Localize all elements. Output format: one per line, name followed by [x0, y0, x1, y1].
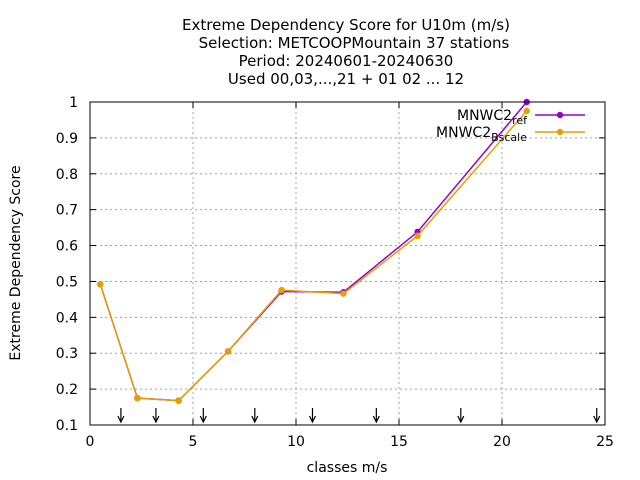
class-arrow	[308, 408, 317, 424]
series-point-1	[278, 286, 285, 294]
series-point-1	[414, 232, 421, 240]
series-point-1	[224, 348, 232, 355]
y-tick-label: 0.7	[56, 203, 78, 219]
x-tick-label: 20	[493, 434, 511, 450]
class-arrow	[372, 408, 380, 424]
class-arrow	[593, 408, 601, 424]
series-point-1	[175, 397, 182, 404]
series-line-0	[99, 101, 528, 402]
legend-label: MNWC2Bscale	[436, 125, 527, 144]
x-tick-label: 5	[189, 434, 198, 450]
y-axis-ticks: 0.1 0.2 0.3 0.4 0.5 0.6 0.7 0.8 0.9 1	[56, 95, 605, 434]
y-tick-label: 0.6	[56, 239, 78, 255]
y-tick-label: 0.2	[56, 382, 78, 398]
plot-frame	[89, 101, 606, 426]
title-line-2: Selection: METCOOPMountain 37 stations	[199, 34, 510, 52]
y-axis-label: Extreme Dependency Score	[8, 165, 24, 360]
y-tick-label: 0.5	[56, 274, 78, 290]
y-tick-label: 0.4	[56, 310, 78, 326]
y-tick-label: 0.3	[56, 346, 78, 362]
grid-lines	[90, 102, 605, 425]
x-tick-label: 25	[596, 434, 614, 450]
class-arrows	[117, 408, 601, 424]
title-line-4: Used 00,03,...,21 + 01 02 ... 12	[228, 70, 464, 88]
y-tick-label: 0.9	[56, 131, 78, 147]
y-tick-label: 0.8	[56, 167, 78, 183]
chart-title: Extreme Dependency Score for U10m (m/s) …	[182, 16, 510, 88]
y-tick-label: 1	[69, 95, 78, 111]
x-tick-label: 15	[390, 434, 408, 450]
series-point-1	[340, 290, 347, 297]
legend-label: MNWC2ref	[457, 108, 528, 127]
series-group	[97, 98, 530, 404]
class-arrow	[199, 408, 207, 424]
series-line-1	[99, 110, 528, 402]
class-arrow	[457, 408, 465, 424]
y-tick-label: 0.1	[56, 418, 78, 434]
title-line-1: Extreme Dependency Score for U10m (m/s)	[182, 16, 510, 34]
legend-entry-1: MNWC2Bscale	[436, 125, 585, 144]
series-point-1	[97, 281, 104, 288]
x-tick-label: 10	[287, 434, 305, 450]
series-point-1	[134, 394, 141, 402]
legend-marker	[556, 128, 564, 136]
x-tick-label: 0	[86, 434, 95, 450]
series-point-1	[523, 107, 530, 115]
title-line-3: Period: 20240601-20240630	[239, 52, 454, 70]
legend-marker	[556, 111, 564, 119]
legend-entry-0: MNWC2ref	[457, 108, 585, 127]
x-axis-ticks: 0 5 10 15 20 25	[86, 102, 614, 450]
class-arrow	[152, 408, 160, 424]
x-axis-label: classes m/s	[307, 460, 388, 476]
class-arrow	[117, 408, 125, 424]
class-arrow	[251, 408, 259, 424]
